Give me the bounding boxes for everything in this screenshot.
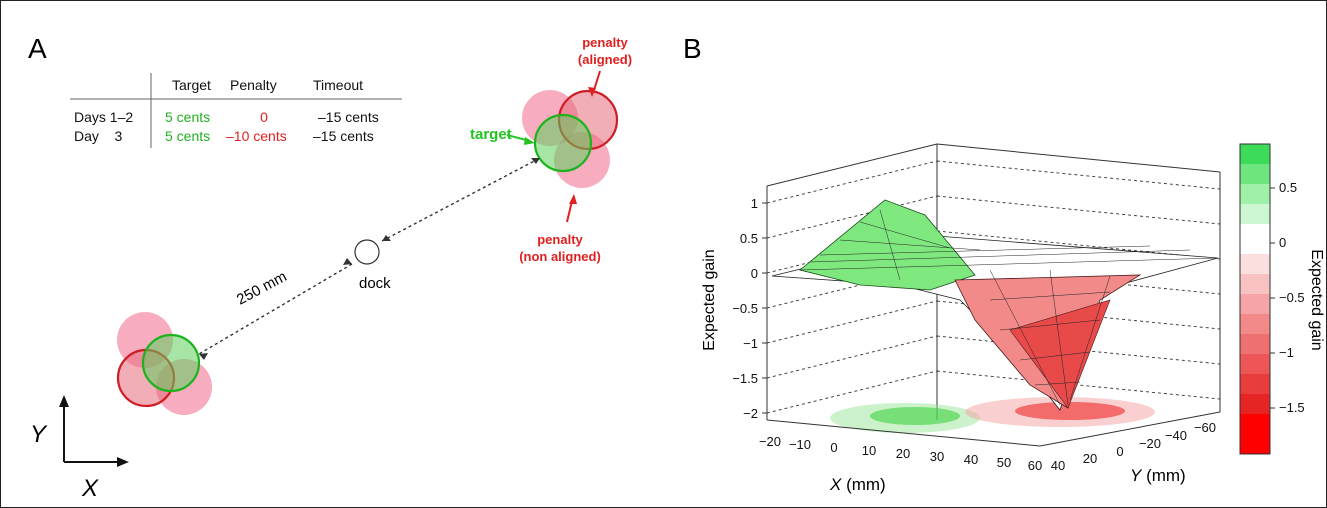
colorbar-tick-label: 0 — [1279, 235, 1286, 250]
colorbar-tick-label: −1 — [1279, 345, 1294, 360]
target-circle — [533, 113, 593, 173]
dock-circle — [354, 239, 380, 265]
floor-box — [766, 411, 1221, 447]
penalty-aligned-arrow — [593, 70, 601, 91]
dock-label: dock — [359, 275, 391, 292]
panel-a-label: A — [28, 33, 47, 64]
x-tick-labels: −20 −10 0 10 20 30 40 50 60 — [759, 434, 1042, 473]
table-row2-day: Day 3 — [74, 128, 122, 144]
box-edge — [936, 143, 1221, 173]
y-axis-line — [1039, 411, 1221, 447]
colorbar-tick-label: 0.5 — [1279, 180, 1297, 195]
arrowhead — [588, 87, 596, 97]
z-tick-label: 0.5 — [740, 231, 758, 246]
target-annotation: target — [470, 126, 512, 143]
y-tick-label: −40 — [1165, 428, 1187, 443]
table-row2-timeout: –15 cents — [313, 128, 374, 144]
colorbar: 0.5 0 −0.5 −1 −1.5 Expected gain — [1239, 143, 1325, 455]
contour-red — [1015, 402, 1125, 420]
table-row1-penalty: 0 — [260, 109, 268, 125]
x-tick-label: 10 — [862, 443, 876, 458]
target-cluster-upper — [522, 89, 619, 188]
z-tick-label: −0.5 — [732, 301, 758, 316]
z-tick-label: −1.5 — [732, 371, 758, 386]
z-tick-label: 0 — [751, 266, 758, 281]
expected-gain-surface — [771, 199, 1219, 411]
panel-a: A Target Penalty Timeout Days 1–2 5 cent… — [28, 33, 632, 502]
table-header-penalty: Penalty — [230, 77, 277, 93]
colorbar-tick-label: −0.5 — [1279, 290, 1305, 305]
y-tick-label: 0 — [1116, 444, 1123, 459]
y-tick-label: 40 — [1051, 458, 1065, 473]
penalty-nonaligned-annotation-line2: (non aligned) — [519, 249, 601, 264]
x-tick-label: 0 — [830, 440, 837, 455]
table-row2-penalty: –10 cents — [226, 128, 287, 144]
table-header-target: Target — [172, 77, 211, 93]
arrowhead — [382, 235, 391, 241]
x-axis-line — [766, 419, 1041, 447]
target-circle — [141, 333, 201, 393]
table-row2-target: 5 cents — [165, 128, 210, 144]
panel-b-label: B — [683, 33, 702, 64]
target-cluster-lower — [116, 312, 212, 415]
y-tick-label: −60 — [1194, 420, 1216, 435]
surface-mesh — [799, 209, 1219, 406]
x-tick-label: 50 — [997, 455, 1011, 470]
x-tick-label: 20 — [896, 446, 910, 461]
z-tick-marks — [762, 202, 767, 414]
x-tick-label: −10 — [789, 437, 811, 452]
colorbar-title: Expected gain — [1308, 249, 1325, 350]
arrowhead — [524, 137, 535, 145]
penalty-nonaligned-arrow — [566, 200, 573, 223]
arrowhead — [343, 258, 352, 265]
y-axis-title: Y (mm) — [1130, 466, 1186, 485]
colorbar-tick-label: −1.5 — [1279, 400, 1305, 415]
condition-table: Target Penalty Timeout Days 1–2 5 cents … — [70, 73, 402, 148]
x-tick-label: −20 — [759, 434, 781, 449]
surface-trough-core — [1009, 299, 1111, 409]
arrowhead — [59, 395, 69, 407]
contour-green — [870, 407, 960, 425]
penalty-nonaligned-annotation-line1: penalty — [537, 232, 583, 247]
y-tick-label: 20 — [1083, 451, 1097, 466]
z-tick-label: −2 — [743, 406, 758, 421]
arrowhead — [199, 353, 208, 360]
arrowhead — [569, 194, 577, 204]
penalty-aligned-annotation-line2: (aligned) — [578, 52, 632, 67]
z-tick-labels: 1 0.5 0 −0.5 −1 −1.5 −2 — [732, 196, 758, 421]
y-tick-labels: 40 20 0 −20 −40 −60 — [1051, 420, 1216, 473]
plot-box — [766, 143, 1221, 420]
xy-axes-indicator: Y X — [30, 395, 129, 502]
arrowhead — [117, 457, 129, 467]
x-axis-label: X — [81, 475, 99, 502]
table-row1-day: Days 1–2 — [74, 109, 133, 125]
panel-b: B — [683, 33, 1325, 494]
z-axis-title: Expected gain — [701, 249, 718, 350]
arrowhead — [531, 158, 540, 164]
y-axis-label: Y — [30, 421, 48, 448]
x-tick-label: 40 — [964, 452, 978, 467]
z-tick-label: 1 — [751, 196, 758, 211]
table-row1-target: 5 cents — [165, 109, 210, 125]
table-header-timeout: Timeout — [313, 77, 363, 93]
x-axis-title: X (mm) — [829, 475, 886, 494]
surface-positive-peak — [799, 199, 976, 291]
x-tick-label: 60 — [1028, 458, 1042, 473]
floor-contours — [830, 397, 1155, 433]
y-tick-label: −20 — [1139, 436, 1161, 451]
z-tick-label: −1 — [743, 336, 758, 351]
table-row1-timeout: –15 cents — [318, 109, 379, 125]
box-edge — [766, 143, 938, 187]
penalty-aligned-annotation-line1: penalty — [582, 35, 628, 50]
x-tick-label: 30 — [930, 449, 944, 464]
